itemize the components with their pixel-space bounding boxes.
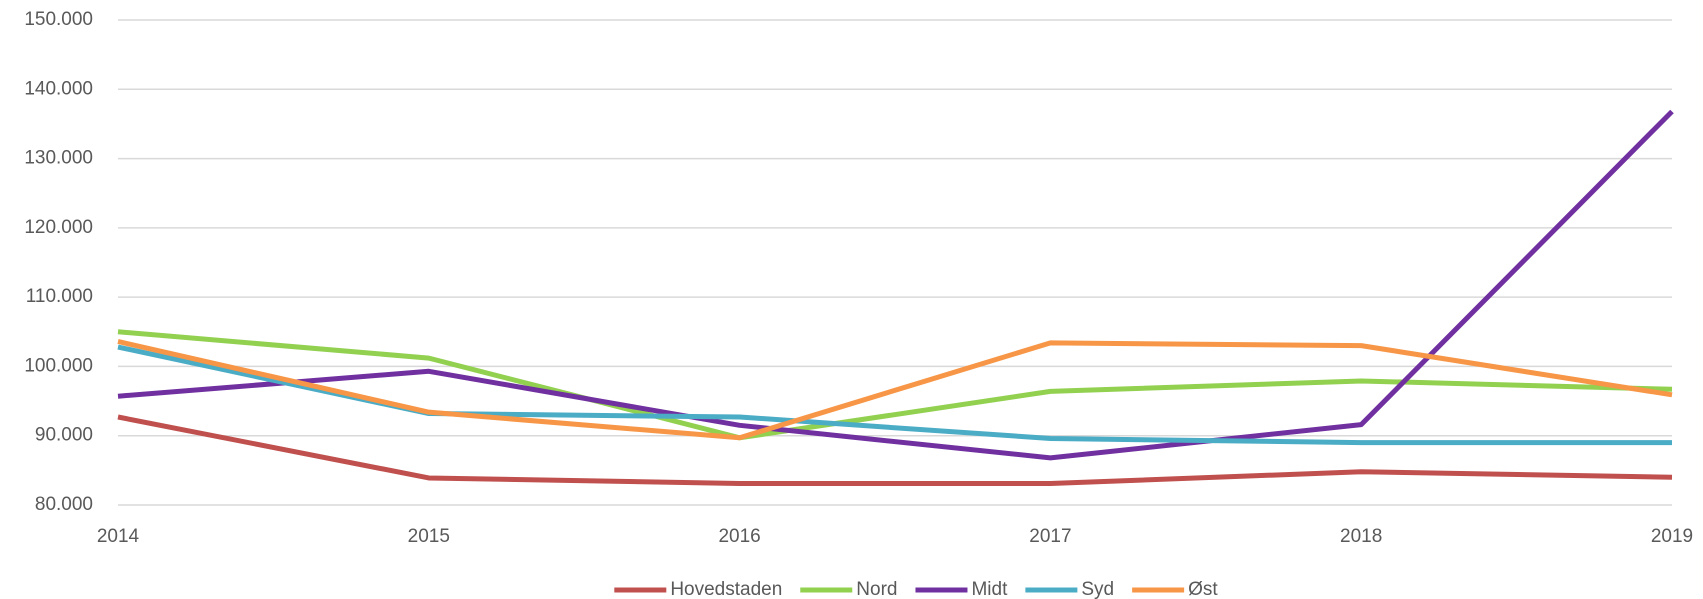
y-tick-label: 80.000 <box>35 494 93 515</box>
x-tick-label: 2017 <box>1029 526 1071 547</box>
y-tick-label: 120.000 <box>24 217 93 238</box>
y-tick-label: 100.000 <box>24 355 93 376</box>
series-line <box>117 109 1674 461</box>
series-line <box>117 339 1673 441</box>
legend-label: Midt <box>971 579 1008 599</box>
legend-label: Nord <box>856 579 897 599</box>
series-line <box>117 414 1673 487</box>
y-tick-label: 140.000 <box>24 78 93 99</box>
y-tick-label: 150.000 <box>24 9 93 30</box>
x-tick-label: 2016 <box>718 526 760 547</box>
x-tick-label: 2014 <box>97 526 140 547</box>
series-line <box>117 329 1673 441</box>
x-tick-label: 2019 <box>1651 526 1693 547</box>
legend-label: Øst <box>1188 579 1218 599</box>
x-tick-label: 2015 <box>408 526 450 547</box>
y-tick-label: 90.000 <box>35 425 93 446</box>
legend-label: Hovedstaden <box>670 579 782 599</box>
x-tick-label: 2018 <box>1340 526 1382 547</box>
y-tick-label: 130.000 <box>24 148 93 169</box>
y-tick-label: 110.000 <box>26 286 93 307</box>
legend-label: Syd <box>1081 579 1114 599</box>
